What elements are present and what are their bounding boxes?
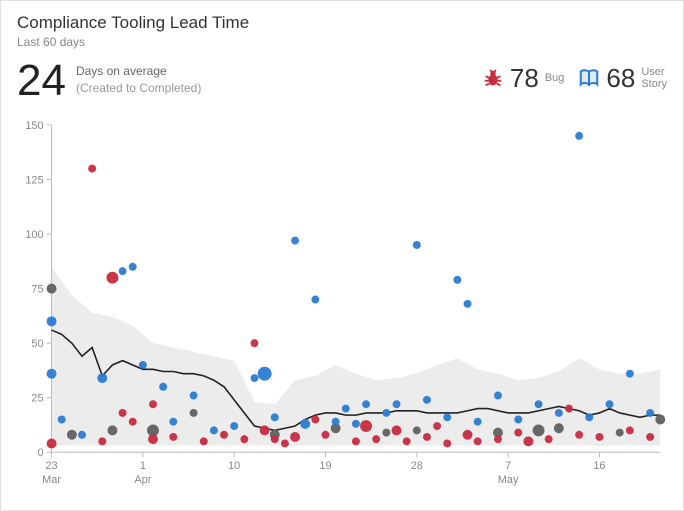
svg-text:10: 10	[228, 460, 240, 472]
widget-title: Compliance Tooling Lead Time	[17, 13, 667, 33]
svg-text:75: 75	[31, 284, 43, 296]
svg-text:150: 150	[25, 121, 43, 132]
svg-text:125: 125	[25, 174, 43, 186]
svg-text:19: 19	[319, 460, 331, 472]
legend-story-label: User Story	[641, 66, 667, 90]
svg-text:100: 100	[25, 229, 43, 241]
metric-value: 24	[17, 59, 66, 103]
legend-bug: 78 Bug	[482, 65, 565, 91]
lead-time-widget: Compliance Tooling Lead Time Last 60 day…	[0, 0, 684, 511]
lead-time-chart: 0 25 50 75 100 125 150 23 1 10 19 28 7 16 Mar Apr May	[17, 121, 667, 494]
svg-text:Apr: Apr	[134, 474, 151, 486]
svg-text:25: 25	[31, 393, 43, 405]
metric-block: 24 Days on average (Created to Completed…	[17, 59, 201, 103]
legend-bug-label: Bug	[545, 72, 565, 84]
svg-text:1: 1	[140, 460, 146, 472]
svg-text:7: 7	[505, 460, 511, 472]
svg-text:50: 50	[31, 338, 43, 350]
svg-text:May: May	[498, 474, 519, 486]
legend: 78 Bug 68 User Story	[482, 65, 667, 91]
metric-line2: (Created to Completed)	[76, 80, 201, 97]
svg-text:28: 28	[411, 460, 423, 472]
legend-story: 68 User Story	[578, 65, 667, 91]
metric-line1: Days on average	[76, 63, 201, 80]
svg-text:Mar: Mar	[42, 474, 61, 486]
legend-bug-count: 78	[510, 65, 539, 91]
svg-text:23: 23	[45, 460, 57, 472]
chart-area: 0 25 50 75 100 125 150 23 1 10 19 28 7 16 Mar Apr May	[17, 121, 667, 494]
bug-icon	[482, 67, 504, 89]
svg-text:0: 0	[38, 447, 44, 459]
header-row: 24 Days on average (Created to Completed…	[17, 59, 667, 103]
metric-description: Days on average (Created to Completed)	[76, 63, 201, 97]
widget-subtitle: Last 60 days	[17, 35, 667, 49]
book-icon	[578, 67, 600, 89]
svg-text:16: 16	[593, 460, 605, 472]
legend-story-count: 68	[606, 65, 635, 91]
